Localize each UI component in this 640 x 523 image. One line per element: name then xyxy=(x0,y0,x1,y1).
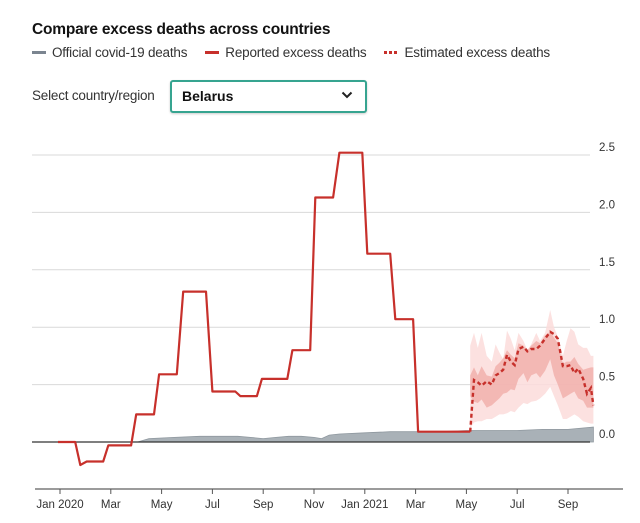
x-tick-label: Jan 2021 xyxy=(341,499,388,511)
chevron-down-icon[interactable] xyxy=(341,90,353,100)
y-tick-label: 0.5 xyxy=(599,372,615,384)
x-tick-label: Jul xyxy=(510,499,525,511)
y-tick-label: 2.5 xyxy=(599,142,615,154)
excess-deaths-chart: 0.0 0.5 1.0 1.5 2.0 2.5 Jan 2020 Mar May Jul Sep N… xyxy=(32,142,623,511)
x-tick-label: Sep xyxy=(558,499,578,511)
legend-item-estimated: Estimated excess deaths xyxy=(384,45,550,60)
red-dotted-swatch-icon xyxy=(384,51,399,54)
band-50-range xyxy=(470,331,594,408)
legend-label: Official covid-19 deaths xyxy=(52,45,188,60)
country-select-value: Belarus xyxy=(182,88,234,104)
legend-item-official: Official covid-19 deaths xyxy=(32,45,187,60)
y-tick-label: 2.0 xyxy=(599,199,615,211)
y-tick-label: 1.5 xyxy=(599,257,615,269)
y-tick-label: 1.0 xyxy=(599,314,615,326)
estimated-excess-deaths-line xyxy=(469,330,595,432)
country-select-label: Select country/region xyxy=(32,88,155,103)
official-deaths-area xyxy=(137,426,594,443)
legend-label: Estimated excess deaths xyxy=(404,45,550,60)
x-tick-label: Nov xyxy=(304,499,325,511)
estimated-bands xyxy=(470,310,594,429)
x-tick-label: Jul xyxy=(205,499,220,511)
x-tick-label: May xyxy=(151,499,173,511)
gridlines: 0.0 0.5 1.0 1.5 2.0 2.5 xyxy=(32,142,615,441)
chart-title: Compare excess deaths across countries xyxy=(32,21,331,38)
series-lines xyxy=(32,151,595,467)
x-tick-label: Mar xyxy=(406,499,426,511)
legend-item-reported: Reported excess deaths xyxy=(205,45,367,60)
official-deaths-area-shape xyxy=(137,426,594,443)
legend: Official covid-19 deaths Reported excess… xyxy=(32,45,568,60)
country-select-dropdown[interactable]: Belarus xyxy=(170,80,367,113)
x-axis: Jan 2020 Mar May Jul Sep Nov Jan 2021 Mar May Jul… xyxy=(35,488,623,511)
red-line-swatch-icon xyxy=(205,51,220,54)
grey-line-swatch-icon xyxy=(32,51,46,54)
y-tick-label: 0.0 xyxy=(599,429,615,441)
x-tick-label: May xyxy=(456,499,478,511)
reported-excess-deaths-line xyxy=(58,151,471,467)
x-tick-label: Mar xyxy=(101,499,121,511)
legend-label: Reported excess deaths xyxy=(225,45,367,60)
x-tick-label: Sep xyxy=(253,499,273,511)
x-tick-label: Jan 2020 xyxy=(36,499,83,511)
